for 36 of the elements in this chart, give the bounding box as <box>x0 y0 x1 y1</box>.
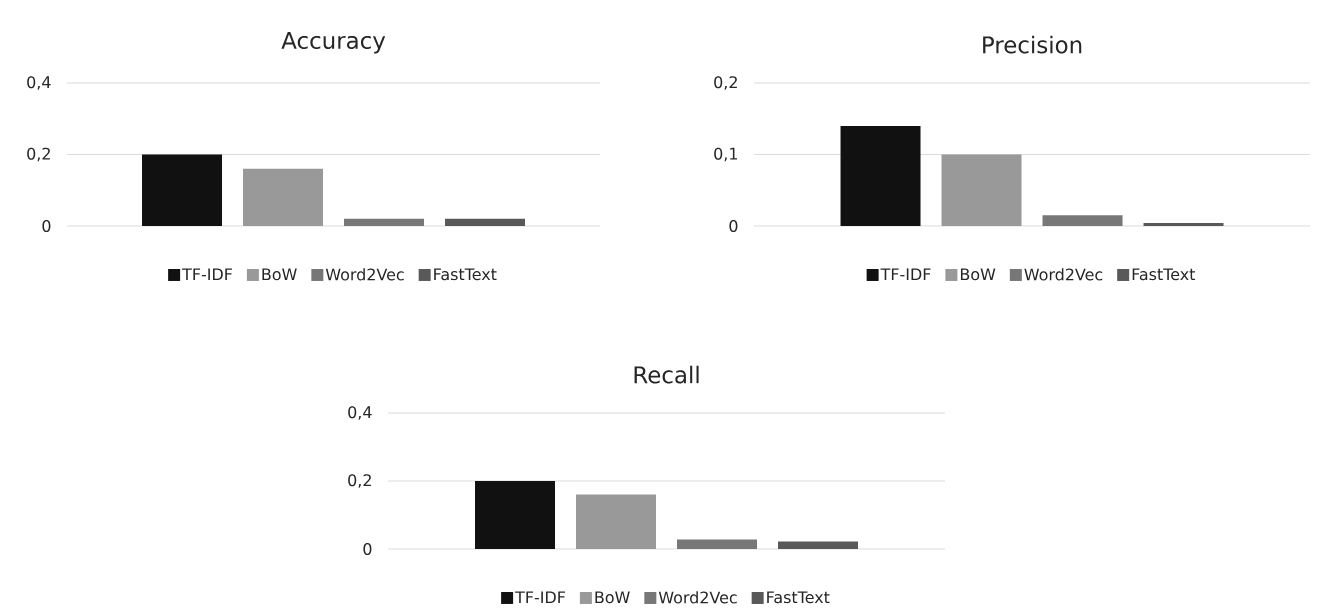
bar <box>142 154 223 226</box>
bar <box>677 539 758 549</box>
bar <box>778 541 859 549</box>
legend-label: TF-IDF <box>182 268 232 281</box>
y-tick-label: 0 <box>363 542 372 556</box>
chart-title: Recall <box>634 365 699 384</box>
legend-label: FastText <box>767 591 830 604</box>
y-tick-label: 0,4 <box>348 406 372 420</box>
y-tick-label: 0,2 <box>348 474 371 488</box>
y-tick-label: 0,4 <box>27 76 51 90</box>
y-tick-label: 0 <box>729 219 738 232</box>
y-tick-label: 0,2 <box>714 76 737 90</box>
legend-label: BoW <box>595 591 630 604</box>
legend-label: Word2Vec <box>1024 268 1103 281</box>
chart-title: Accuracy <box>281 32 386 54</box>
bar <box>1143 223 1224 226</box>
legend-label: FastText <box>434 268 497 281</box>
legend-label: BoW <box>262 268 297 281</box>
y-tick-label: 0,2 <box>27 147 50 162</box>
bar <box>445 218 526 226</box>
chart-title: Precision <box>983 35 1082 54</box>
bar <box>243 168 324 226</box>
bar <box>1042 215 1123 226</box>
bar <box>941 154 1022 226</box>
bar <box>576 494 657 549</box>
bar <box>475 480 556 549</box>
legend-label: BoW <box>960 268 996 281</box>
y-tick-label: 0 <box>42 219 51 232</box>
legend-label: TF-IDF <box>515 591 565 604</box>
bar <box>344 218 425 226</box>
y-tick-label: 0,1 <box>714 147 738 162</box>
bar <box>840 125 921 226</box>
legend-label: Word2Vec <box>325 268 404 281</box>
legend-label: FastText <box>1132 268 1196 281</box>
legend-label: Word2Vec <box>658 591 737 604</box>
legend-label: TF-IDF <box>880 268 931 281</box>
